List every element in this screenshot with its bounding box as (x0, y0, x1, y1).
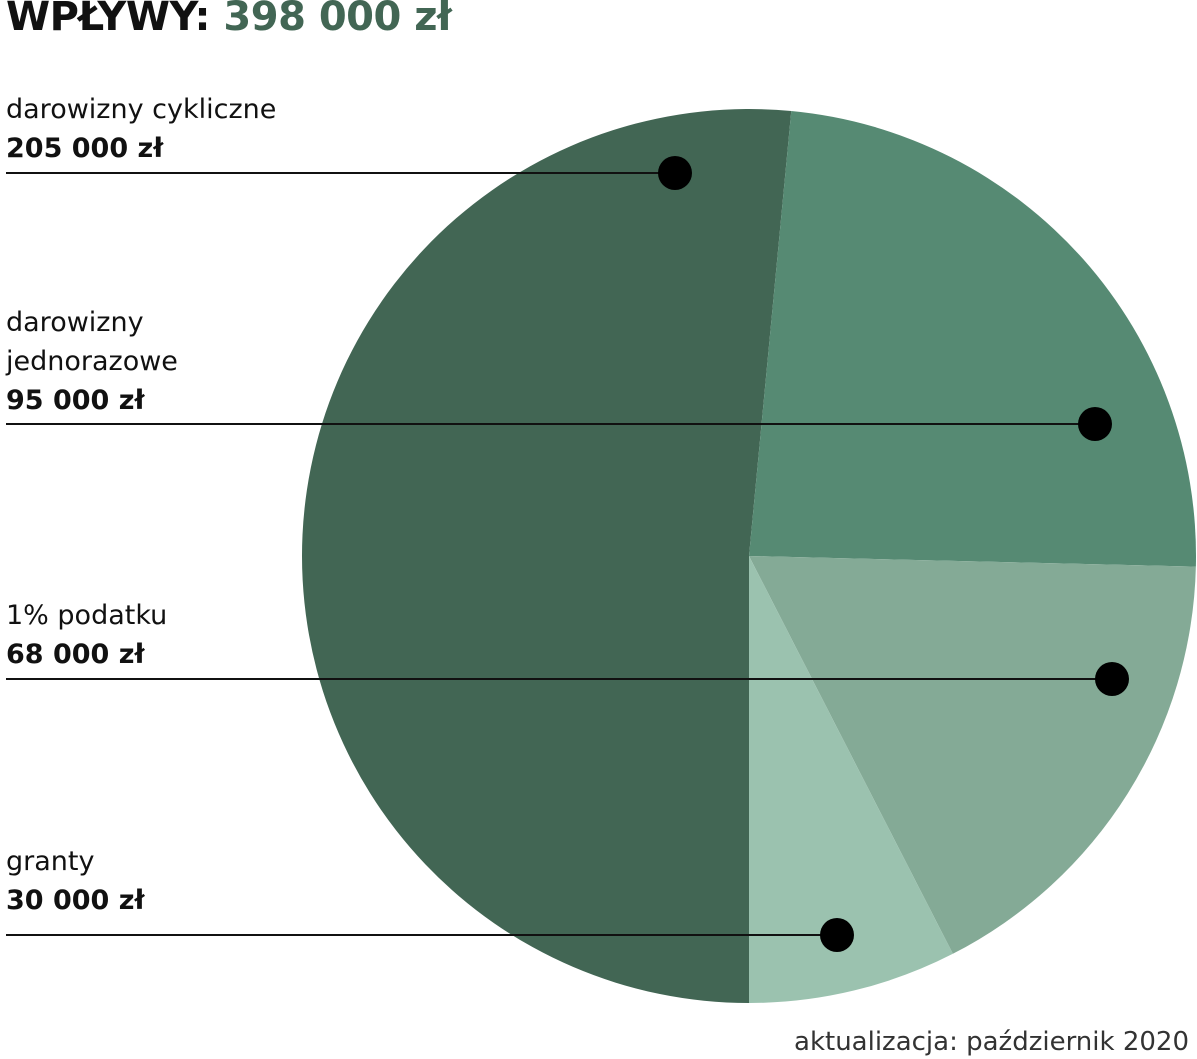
pie-slice (301, 108, 792, 1003)
pie-slice (749, 556, 953, 1003)
category-label: granty (6, 846, 95, 877)
category-label: 1% podatku (6, 600, 168, 631)
pie-slice (749, 556, 1196, 954)
value-label: 30 000 zł (6, 885, 145, 916)
category-label: darowizny jednorazowe (6, 307, 178, 377)
slice-label: 1% podatku 68 000 zł (6, 596, 167, 674)
slice-label: darowizny jednorazowe 95 000 zł (6, 303, 236, 420)
value-label: 68 000 zł (6, 639, 145, 670)
chart-title: WPŁYWY: 398 000 zł (6, 0, 452, 40)
slice-label: darowizny cykliczne 205 000 zł (6, 90, 276, 168)
leader-dot (820, 918, 854, 952)
value-label: 205 000 zł (6, 133, 164, 164)
category-label: darowizny cykliczne (6, 94, 277, 125)
leader-dot (658, 156, 692, 190)
title: WPŁYWY: (6, 0, 210, 40)
value-label: 95 000 zł (6, 385, 145, 416)
leader-dot (1078, 407, 1112, 441)
total: 398 000 zł (223, 0, 452, 40)
update-note: aktualizacja: październik 2020 (794, 1027, 1189, 1057)
pie-slice (749, 111, 1196, 567)
leader-dot (1095, 662, 1129, 696)
slice-label: granty 30 000 zł (6, 842, 144, 920)
